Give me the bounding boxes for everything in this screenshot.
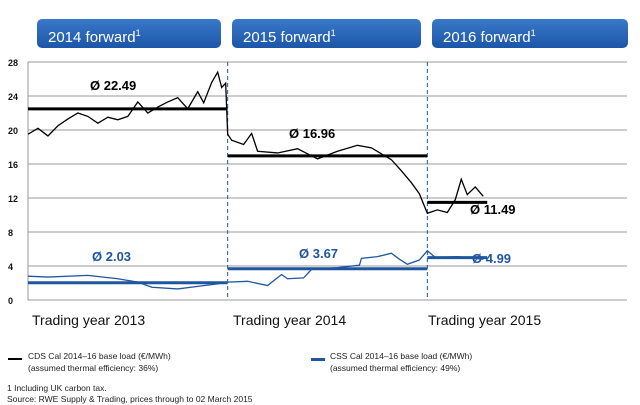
period-label: Trading year 2014 bbox=[233, 312, 347, 328]
legend-swatch-cds bbox=[8, 358, 22, 360]
average-label: Ø 2.03 bbox=[92, 249, 131, 264]
legend-swatch-css bbox=[311, 358, 325, 361]
header-2015-forward: 2015 forward1 bbox=[232, 19, 421, 48]
y-tick-label: 24 bbox=[8, 92, 18, 102]
footnote-marker: 1 bbox=[330, 28, 336, 38]
period-label: Trading year 2015 bbox=[428, 312, 542, 328]
header-label: 2014 forward bbox=[48, 29, 136, 46]
y-tick-label: 0 bbox=[8, 296, 13, 306]
source-note: Source: RWE Supply & Trading, prices thr… bbox=[7, 394, 253, 404]
average-label: Ø 16.96 bbox=[289, 126, 335, 141]
legend-cds: CDS Cal 2014–16 base load (€/MWh) (assume… bbox=[28, 350, 171, 374]
header-label: 2016 forward bbox=[443, 29, 531, 46]
legend-label: CDS Cal 2014–16 base load (€/MWh) bbox=[28, 351, 171, 361]
y-tick-label: 12 bbox=[8, 194, 18, 204]
legend-note: (assumed thermal efficiency: 49%) bbox=[330, 363, 461, 373]
cds-line bbox=[27, 70, 484, 215]
header-label: 2015 forward bbox=[243, 29, 331, 46]
spread-chart: 0 4 8 12 16 20 24 28 Ø 22.49 Ø 16.96 Ø 11.49 Ø 2.03… bbox=[8, 58, 627, 306]
header-2014-forward: 2014 forward1 bbox=[37, 19, 221, 48]
header-2016-forward: 2016 forward1 bbox=[432, 19, 628, 48]
footnote-marker: 1 bbox=[135, 28, 141, 38]
average-label: Ø 4.99 bbox=[472, 251, 511, 266]
footnote-marker: 1 bbox=[530, 28, 536, 38]
average-label: Ø 3.67 bbox=[299, 246, 338, 261]
legend-css: CSS Cal 2014–16 base load (€/MWh) (assume… bbox=[330, 350, 472, 374]
y-tick-label: 4 bbox=[8, 262, 13, 272]
css-line bbox=[27, 249, 484, 290]
y-tick-label: 28 bbox=[8, 58, 18, 68]
average-label: Ø 11.49 bbox=[470, 202, 516, 217]
footnote: 1 Including UK carbon tax. bbox=[7, 383, 107, 393]
average-label: Ø 22.49 bbox=[90, 78, 136, 93]
period-label: Trading year 2013 bbox=[32, 312, 146, 328]
legend-label: CSS Cal 2014–16 base load (€/MWh) bbox=[330, 351, 473, 361]
y-tick-label: 16 bbox=[8, 160, 18, 170]
y-tick-label: 8 bbox=[8, 228, 13, 238]
y-tick-label: 20 bbox=[8, 126, 18, 136]
legend-note: (assumed thermal efficiency: 36%) bbox=[28, 363, 159, 373]
